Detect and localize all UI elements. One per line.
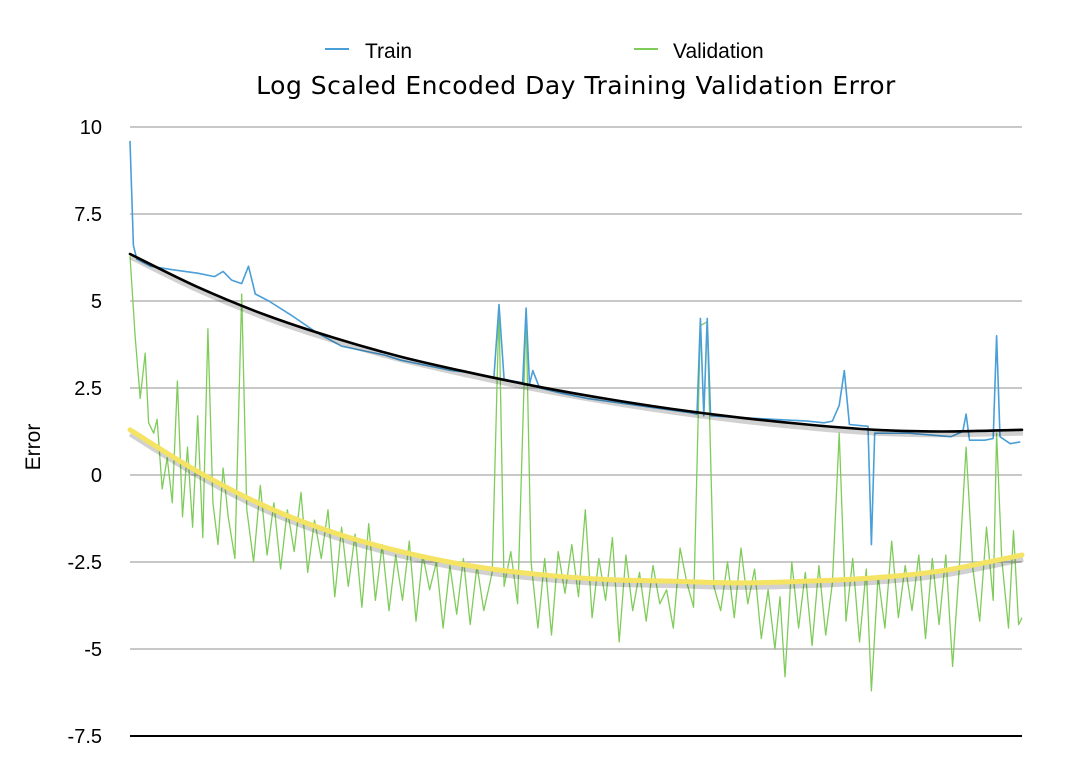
trendline-train-shadow (129, 254, 1024, 438)
legend-validation-label: Validation (673, 40, 764, 63)
y-tick-label: -5 (84, 639, 102, 661)
y-tick-label: 10 (80, 117, 102, 139)
y-tick-labels: 10 7.5 5 2.5 0 -2.5 -5 -7.5 (68, 117, 102, 748)
series-validation-line (129, 255, 1023, 692)
series-train-line (129, 140, 1021, 546)
legend: Train Validation (325, 40, 764, 63)
y-tick-label: 2.5 (74, 378, 102, 400)
y-tick-label: 5 (91, 291, 102, 313)
trendline-validation (127, 427, 1025, 586)
trendline-train (128, 252, 1024, 433)
chart-title: Log Scaled Encoded Day Training Validati… (256, 71, 896, 100)
y-tick-label: 0 (91, 465, 102, 487)
plot-area (127, 140, 1025, 692)
y-tick-label: -7.5 (68, 726, 102, 748)
legend-train-label: Train (365, 40, 412, 63)
gridlines (130, 126, 1022, 737)
y-tick-label: 7.5 (74, 204, 102, 226)
y-tick-label: -2.5 (68, 552, 102, 574)
y-axis-label: Error (22, 424, 45, 471)
